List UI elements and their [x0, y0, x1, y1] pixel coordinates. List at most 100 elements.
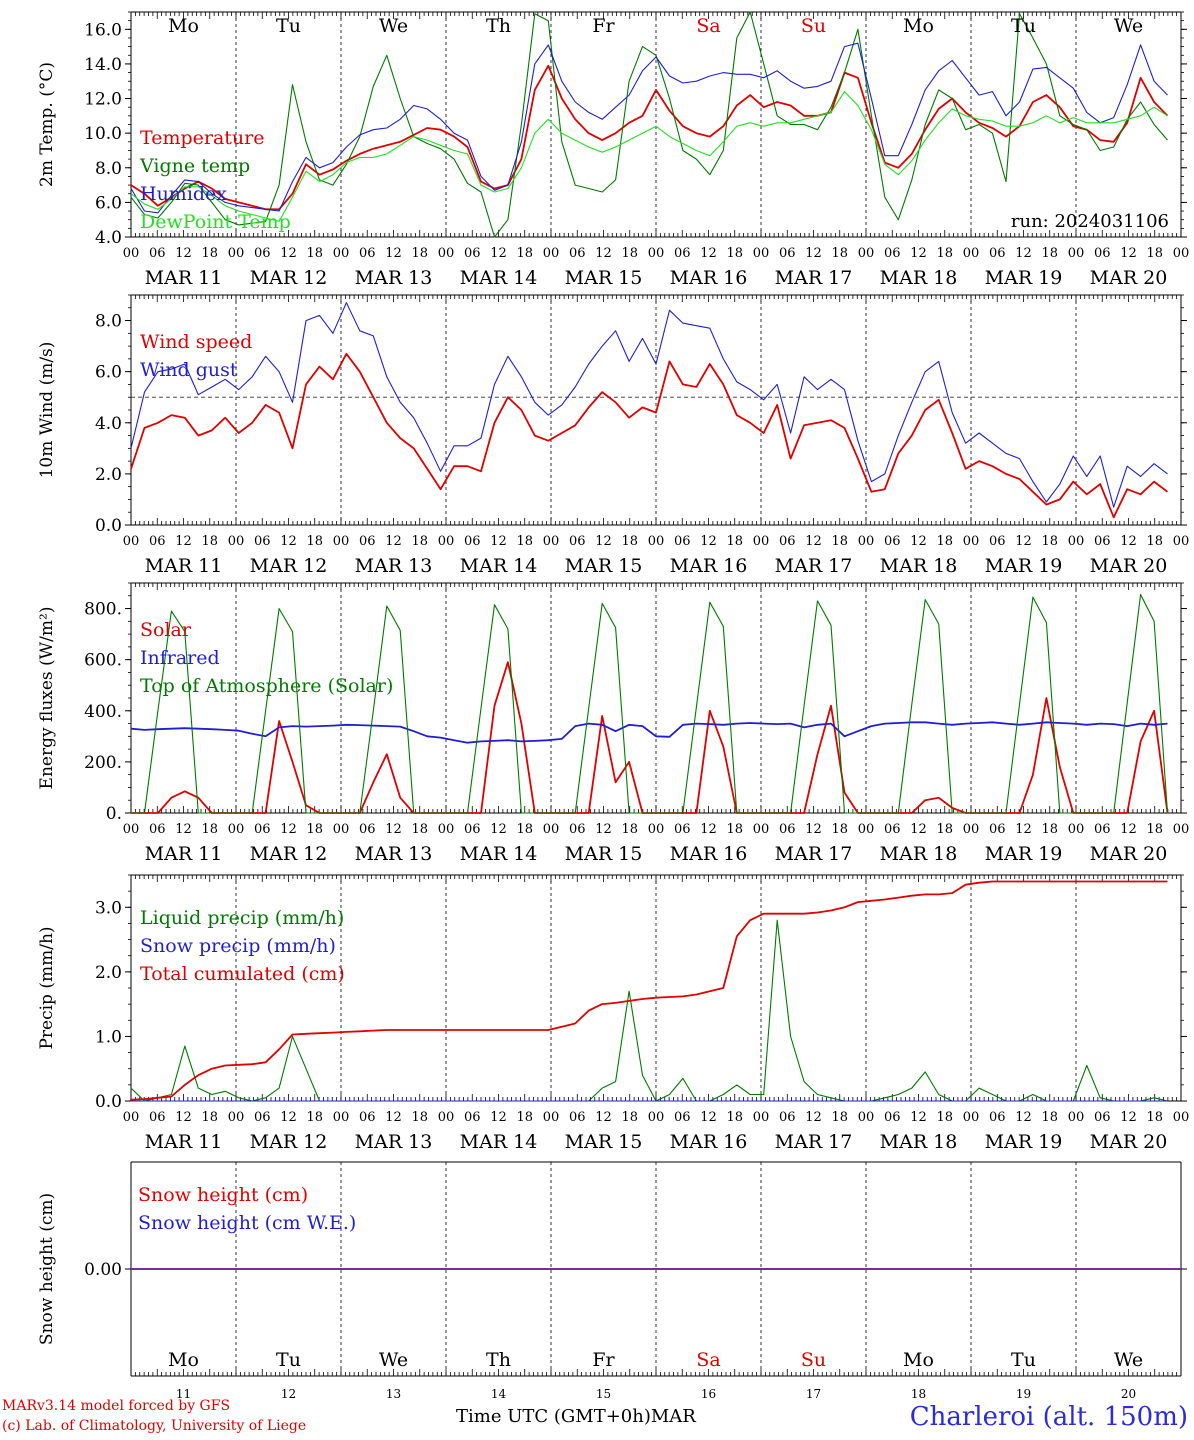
day-header-label: Fr: [592, 15, 615, 37]
hour-tick-label: 18: [621, 1110, 638, 1125]
date-label: MAR 17: [775, 1131, 853, 1153]
hour-tick-label: 00: [858, 246, 875, 261]
hour-tick-label: 06: [989, 822, 1006, 837]
run-label: run: 2024031106: [1011, 211, 1169, 232]
hour-tick-label: 06: [359, 534, 376, 549]
hour-tick-label: 12: [1120, 822, 1137, 837]
date-label: MAR 13: [355, 555, 433, 577]
day-number-label: 12: [281, 1387, 296, 1401]
hour-tick-label: 18: [726, 534, 743, 549]
legend-wind-speed: Wind speed: [140, 331, 252, 353]
hour-tick-label: 12: [910, 534, 927, 549]
day-footer-label: We: [1114, 1349, 1143, 1371]
y-tick-label: 16.0: [84, 20, 122, 40]
date-label: MAR 17: [775, 555, 853, 577]
day-footer-label: We: [379, 1349, 408, 1371]
hour-tick-label: 06: [779, 246, 796, 261]
hour-tick-label: 18: [201, 822, 218, 837]
hour-tick-label: 12: [385, 246, 402, 261]
date-label: MAR 14: [460, 267, 538, 289]
y-tick-label: 600.: [84, 651, 122, 671]
hour-tick-label: 12: [910, 246, 927, 261]
hour-tick-label: 18: [831, 534, 848, 549]
hour-tick-label: 06: [779, 1110, 796, 1125]
hour-tick-label: 18: [516, 822, 533, 837]
hour-tick-label: 12: [1015, 246, 1032, 261]
hour-tick-label: 00: [963, 822, 980, 837]
hour-tick-label: 00: [543, 534, 560, 549]
hour-tick-label: 06: [569, 822, 586, 837]
hour-tick-label: 06: [464, 246, 481, 261]
hour-tick-label: 00: [1173, 534, 1190, 549]
hour-tick-label: 06: [254, 822, 271, 837]
hour-tick-label: 12: [280, 534, 297, 549]
day-header-label: Tu: [276, 15, 301, 37]
hour-tick-label: 06: [254, 1110, 271, 1125]
hour-tick-label: 00: [963, 1110, 980, 1125]
copyright-credit: (c) Lab. of Climatology, University of L…: [2, 1418, 307, 1434]
hour-tick-label: 18: [831, 1110, 848, 1125]
hour-tick-label: 12: [175, 822, 192, 837]
hour-tick-label: 00: [1068, 1110, 1085, 1125]
hour-tick-label: 18: [201, 246, 218, 261]
y-tick-label: 8.0: [95, 312, 122, 332]
date-label: MAR 19: [985, 1131, 1063, 1153]
hour-tick-label: 18: [621, 822, 638, 837]
date-label: MAR 17: [775, 843, 853, 865]
hour-tick-label: 00: [648, 534, 665, 549]
date-label: MAR 18: [880, 555, 958, 577]
hour-tick-label: 18: [831, 246, 848, 261]
date-label: MAR 16: [670, 843, 748, 865]
legend-snow-height-cm-w-e-: Snow height (cm W.E.): [138, 1212, 356, 1234]
day-number-label: 16: [701, 1387, 716, 1401]
y-axis-label: Precip (mm/h): [37, 926, 57, 1049]
date-label: MAR 18: [880, 843, 958, 865]
hour-tick-label: 12: [595, 822, 612, 837]
hour-tick-label: 06: [359, 822, 376, 837]
legend-humidex: Humidex: [140, 183, 227, 205]
hour-tick-label: 12: [700, 246, 717, 261]
date-label: MAR 12: [250, 267, 328, 289]
date-label: MAR 13: [355, 1131, 433, 1153]
hour-tick-label: 00: [858, 534, 875, 549]
time-axis-label: Time UTC (GMT+0h)MAR: [456, 1406, 696, 1427]
hour-tick-label: 06: [464, 1110, 481, 1125]
hour-tick-label: 12: [385, 822, 402, 837]
date-label: MAR 14: [460, 1131, 538, 1153]
date-label: MAR 18: [880, 267, 958, 289]
hour-tick-label: 00: [123, 246, 140, 261]
hour-tick-label: 12: [280, 822, 297, 837]
hour-tick-label: 06: [674, 822, 691, 837]
y-axis-label: 10m Wind (m/s): [37, 342, 57, 479]
hour-tick-label: 06: [254, 246, 271, 261]
hour-tick-label: 12: [280, 1110, 297, 1125]
date-label: MAR 19: [985, 267, 1063, 289]
day-header-label: Tu: [1011, 15, 1036, 37]
hour-tick-label: 00: [1068, 822, 1085, 837]
hour-tick-label: 00: [1173, 246, 1190, 261]
hour-tick-label: 00: [753, 534, 770, 549]
hour-tick-label: 00: [963, 246, 980, 261]
hour-tick-label: 06: [359, 246, 376, 261]
date-label: MAR 18: [880, 1131, 958, 1153]
date-label: MAR 12: [250, 555, 328, 577]
day-footer-label: Tu: [1011, 1349, 1036, 1371]
hour-tick-label: 18: [516, 534, 533, 549]
hour-tick-label: 00: [753, 1110, 770, 1125]
legend-solar: Solar: [140, 619, 192, 641]
hour-tick-label: 06: [779, 534, 796, 549]
hour-tick-label: 00: [228, 822, 245, 837]
hour-tick-label: 00: [333, 534, 350, 549]
day-header-label: We: [379, 15, 408, 37]
date-label: MAR 12: [250, 843, 328, 865]
series-humidex: [130, 42, 1168, 214]
hour-tick-label: 00: [1068, 534, 1085, 549]
hour-tick-label: 06: [254, 534, 271, 549]
day-number-label: 20: [1121, 1387, 1136, 1401]
y-tick-label: 200.: [84, 753, 122, 773]
date-label: MAR 17: [775, 267, 853, 289]
date-label: MAR 11: [145, 843, 223, 865]
hour-tick-label: 00: [648, 1110, 665, 1125]
legend-total-cumulated-cm-: Total cumulated (cm): [140, 963, 345, 985]
